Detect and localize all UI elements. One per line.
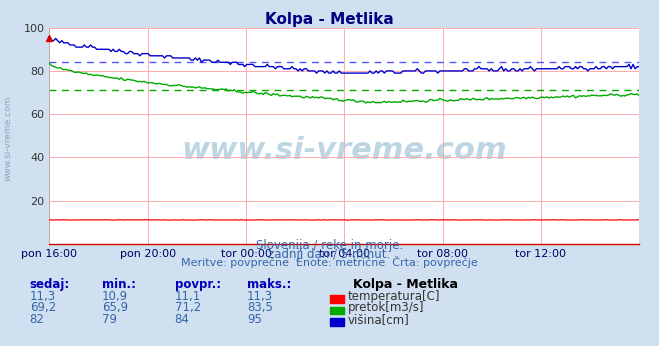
Text: 84: 84: [175, 313, 190, 326]
Text: 79: 79: [102, 313, 117, 326]
Text: Kolpa - Metlika: Kolpa - Metlika: [353, 278, 457, 291]
Text: pretok[m3/s]: pretok[m3/s]: [348, 301, 424, 315]
Text: povpr.:: povpr.:: [175, 278, 221, 291]
Text: 10,9: 10,9: [102, 290, 129, 303]
Text: 65,9: 65,9: [102, 301, 129, 315]
Text: 83,5: 83,5: [247, 301, 273, 315]
Text: zadnji dan / 5 minut.: zadnji dan / 5 minut.: [268, 248, 391, 261]
Text: Meritve: povprečne  Enote: metrične  Črta: povprečje: Meritve: povprečne Enote: metrične Črta:…: [181, 256, 478, 268]
Text: 11,3: 11,3: [30, 290, 56, 303]
Text: 95: 95: [247, 313, 262, 326]
Text: www.si-vreme.com: www.si-vreme.com: [181, 136, 507, 165]
Text: maks.:: maks.:: [247, 278, 291, 291]
Text: 11,1: 11,1: [175, 290, 201, 303]
Text: www.si-vreme.com: www.si-vreme.com: [3, 96, 13, 181]
Text: 82: 82: [30, 313, 45, 326]
Text: temperatura[C]: temperatura[C]: [348, 290, 440, 303]
Text: 11,3: 11,3: [247, 290, 273, 303]
Text: 69,2: 69,2: [30, 301, 56, 315]
Text: min.:: min.:: [102, 278, 136, 291]
Text: Slovenija / reke in morje.: Slovenija / reke in morje.: [256, 239, 403, 252]
Text: sedaj:: sedaj:: [30, 278, 70, 291]
Text: višina[cm]: višina[cm]: [348, 313, 410, 326]
Text: Kolpa - Metlika: Kolpa - Metlika: [265, 12, 394, 27]
Text: 71,2: 71,2: [175, 301, 201, 315]
